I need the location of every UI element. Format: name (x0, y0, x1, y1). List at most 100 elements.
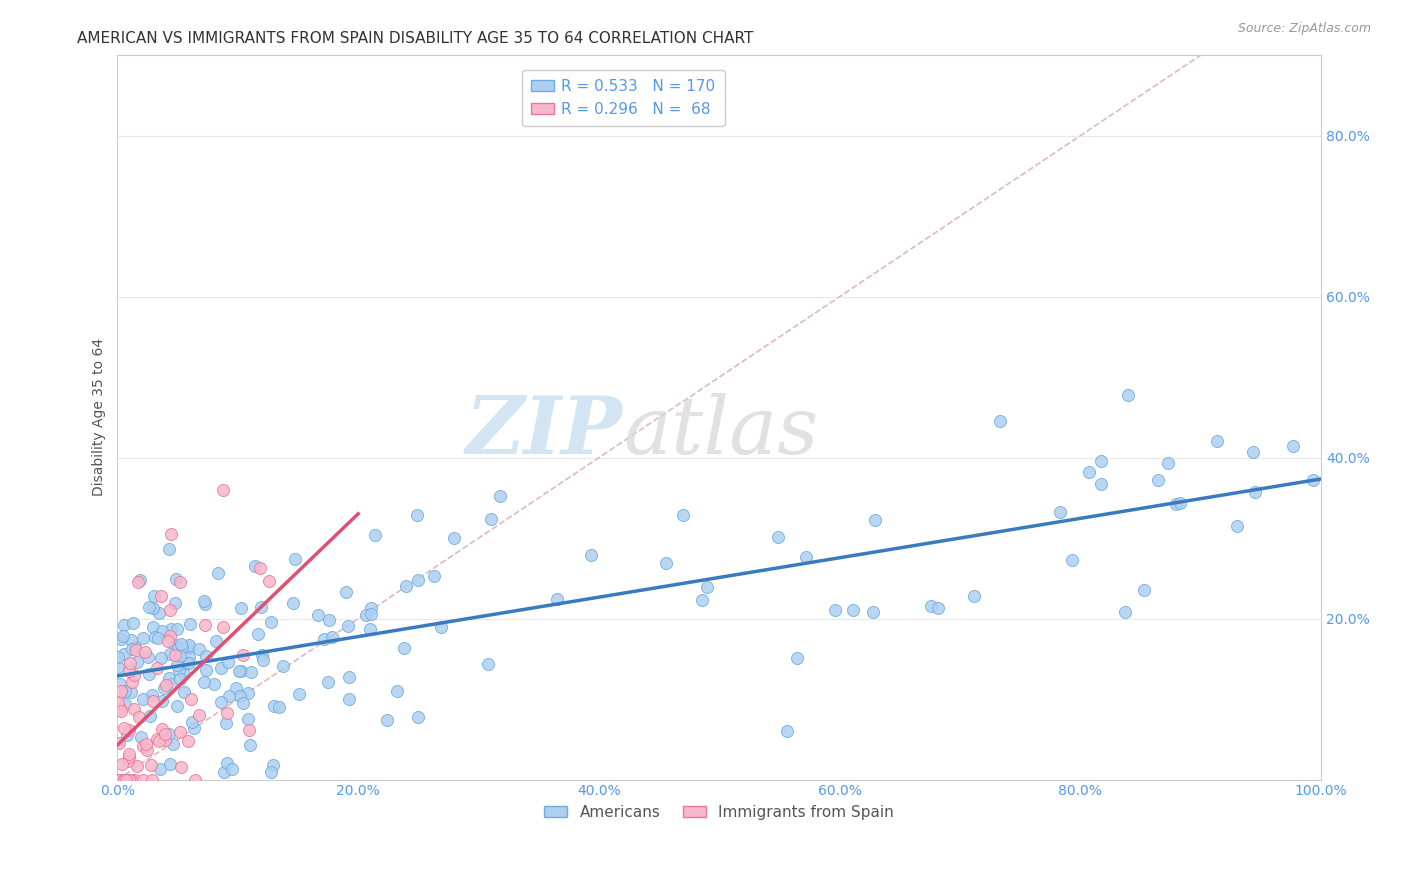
Point (167, 641, 190, 656)
Text: Source: ZipAtlas.com: Source: ZipAtlas.com (1237, 22, 1371, 36)
Point (360, 607, 382, 621)
Point (824, 603, 846, 617)
Point (221, 762, 243, 776)
Point (159, 756, 181, 771)
Point (546, 592, 568, 607)
Point (240, 665, 263, 679)
Point (169, 648, 191, 663)
Point (236, 686, 259, 700)
Point (1133, 582, 1156, 597)
Point (118, 664, 141, 678)
Point (841, 603, 863, 617)
Text: atlas: atlas (623, 393, 818, 471)
Point (114, 697, 136, 711)
Point (183, 721, 205, 735)
Point (107, 696, 129, 710)
Point (217, 655, 239, 669)
Point (212, 619, 235, 633)
Point (408, 710, 430, 724)
Point (1090, 454, 1112, 468)
Point (136, 743, 159, 757)
Point (406, 508, 429, 522)
Point (194, 597, 217, 611)
Point (157, 671, 180, 685)
Point (165, 638, 187, 652)
Point (1146, 473, 1168, 487)
Point (209, 695, 232, 709)
Point (148, 606, 170, 620)
Point (177, 650, 200, 665)
Point (110, 704, 132, 718)
Point (1049, 505, 1071, 519)
Point (243, 558, 266, 573)
Point (963, 589, 986, 603)
Point (205, 633, 228, 648)
Point (430, 619, 453, 633)
Point (112, 617, 135, 632)
Point (1241, 445, 1264, 459)
Point (318, 613, 340, 627)
Point (214, 716, 236, 731)
Point (166, 622, 188, 636)
Point (579, 548, 602, 562)
Point (118, 772, 141, 787)
Point (121, 674, 143, 689)
Point (156, 634, 179, 648)
Point (337, 670, 360, 684)
Point (170, 760, 193, 774)
Point (112, 721, 135, 735)
Point (120, 772, 142, 787)
Point (145, 660, 167, 674)
Point (385, 684, 408, 698)
Point (180, 715, 202, 730)
Point (177, 638, 200, 652)
Point (477, 657, 499, 672)
Point (786, 650, 808, 665)
Point (108, 736, 131, 750)
Point (1302, 473, 1324, 487)
Point (170, 637, 193, 651)
Point (236, 713, 259, 727)
Point (360, 601, 382, 615)
Point (1164, 497, 1187, 511)
Point (167, 663, 190, 677)
Point (229, 601, 252, 615)
Point (229, 690, 252, 704)
Point (159, 602, 181, 616)
Point (115, 772, 138, 787)
Point (794, 550, 817, 565)
Point (117, 754, 139, 768)
Point (138, 667, 160, 681)
Point (218, 689, 240, 703)
Point (150, 694, 173, 708)
Point (138, 599, 160, 614)
Point (225, 681, 247, 696)
Point (252, 648, 274, 662)
Point (118, 723, 141, 738)
Point (127, 758, 149, 772)
Point (479, 512, 502, 526)
Point (122, 702, 145, 716)
Point (180, 692, 202, 706)
Point (118, 656, 141, 670)
Point (157, 541, 180, 556)
Point (177, 733, 200, 747)
Point (120, 633, 142, 648)
Point (337, 619, 360, 633)
Point (307, 608, 329, 623)
Point (395, 579, 418, 593)
Point (120, 685, 142, 699)
Point (1062, 553, 1084, 567)
Point (142, 589, 165, 603)
Text: ZIP: ZIP (467, 393, 623, 471)
Point (159, 629, 181, 643)
Point (128, 710, 150, 724)
Point (125, 655, 148, 669)
Point (143, 630, 166, 644)
Point (1226, 518, 1249, 533)
Point (194, 618, 217, 632)
Point (863, 513, 886, 527)
Point (160, 622, 183, 636)
Point (260, 615, 283, 629)
Point (267, 699, 290, 714)
